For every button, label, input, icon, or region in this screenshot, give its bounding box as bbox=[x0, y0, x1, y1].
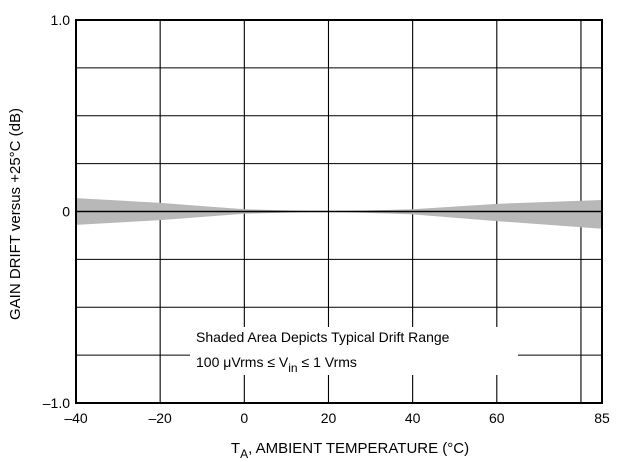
x-tick-label: 60 bbox=[489, 410, 505, 426]
annotation-line-1: Shaded Area Depicts Typical Drift Range bbox=[196, 329, 450, 345]
y-tick-labels: –1.0 0 1.0 bbox=[43, 12, 70, 411]
annotation-line-2-post: ≤ 1 Vrms bbox=[298, 354, 357, 370]
x-axis-label-main: T bbox=[231, 440, 240, 457]
y-tick-label: 0 bbox=[62, 204, 70, 220]
x-tick-label: 0 bbox=[240, 410, 248, 426]
x-axis-label-rest: , AMBIENT TEMPERATURE (°C) bbox=[248, 440, 469, 457]
y-tick-label: –1.0 bbox=[43, 395, 70, 411]
annotation-line-2: 100 μVrms ≤ Vin ≤ 1 Vrms bbox=[196, 354, 357, 375]
x-axis-label: TA, AMBIENT TEMPERATURE (°C) bbox=[231, 440, 469, 461]
drift-band-layer bbox=[76, 198, 602, 229]
annotation-line-2-pre: 100 μVrms ≤ V bbox=[196, 354, 289, 370]
x-tick-label: 20 bbox=[321, 410, 337, 426]
x-tick-label: –20 bbox=[148, 410, 172, 426]
drift-range-band bbox=[76, 198, 602, 229]
x-axis-label-sub: A bbox=[240, 447, 248, 461]
x-tick-label: 85 bbox=[594, 410, 610, 426]
annotation-background bbox=[190, 327, 518, 375]
x-tick-label: –40 bbox=[64, 410, 88, 426]
y-tick-label: 1.0 bbox=[51, 12, 71, 28]
x-tick-label: 40 bbox=[405, 410, 421, 426]
x-tick-labels: –40 –20 0 20 40 60 85 bbox=[64, 410, 610, 426]
annotation-line-2-sub: in bbox=[288, 361, 297, 375]
y-axis-label: GAIN DRIFT versus +25°C (dB) bbox=[7, 108, 24, 320]
plot-frame bbox=[75, 19, 603, 404]
